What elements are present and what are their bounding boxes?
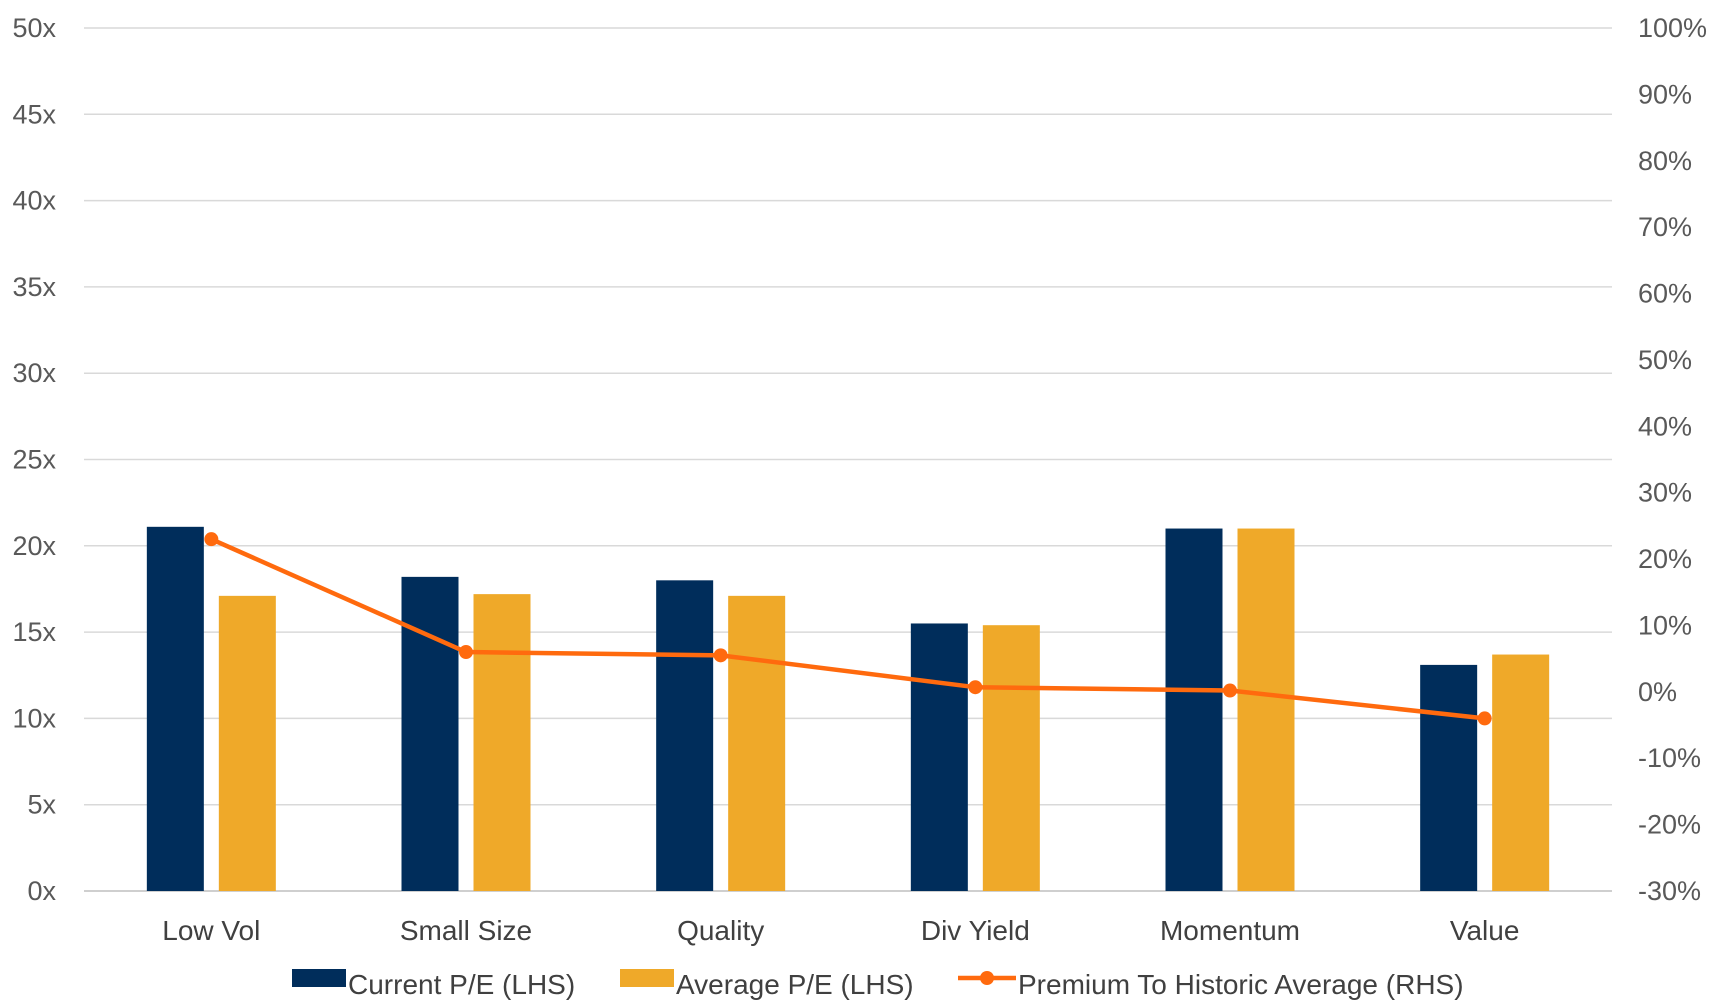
premium-line-point (459, 645, 473, 660)
category-label: Div Yield (921, 915, 1030, 946)
right-tick-label: -10% (1638, 743, 1701, 773)
bars (146, 526, 1550, 891)
average-pe-bar (1237, 528, 1295, 891)
average-pe-bar (473, 594, 531, 891)
current-pe-bar (1165, 528, 1223, 891)
right-tick-label: 20% (1638, 544, 1692, 574)
category-label: Small Size (400, 915, 532, 946)
legend-average-pe-label: Average P/E (LHS) (676, 969, 914, 1000)
right-tick-label: 50% (1638, 345, 1692, 375)
average-pe-bar (728, 595, 786, 891)
right-tick-label: 40% (1638, 411, 1692, 441)
left-tick-label: 0x (27, 876, 56, 906)
left-tick-label: 30x (12, 358, 56, 388)
premium-line (204, 532, 1492, 726)
premium-line-path (210, 537, 1485, 721)
average-pe-bar (218, 595, 276, 891)
category-label: Momentum (1160, 915, 1300, 946)
left-tick-label: 25x (12, 445, 56, 475)
legend-current-pe-label: Current P/E (LHS) (348, 969, 575, 1000)
legend-premium-label: Premium To Historic Average (RHS) (1018, 969, 1464, 1000)
left-tick-label: 40x (12, 186, 56, 216)
legend: Current P/E (LHS) Average P/E (LHS) Premiu… (292, 969, 1464, 1000)
right-tick-label: -30% (1638, 876, 1701, 906)
premium-line-point (1477, 711, 1492, 726)
current-pe-bar (910, 623, 968, 891)
left-tick-label: 45x (12, 99, 56, 129)
left-axis: 0x 5x 10x 15x 20x 25x 30x 35x 40x 45x 50x (12, 13, 56, 906)
legend-premium-item: Premium To Historic Average (RHS) (958, 969, 1464, 1000)
right-tick-label: 80% (1638, 146, 1692, 176)
premium-line-point (204, 532, 219, 547)
right-tick-label: 30% (1638, 478, 1692, 508)
average-pe-bar (982, 625, 1040, 891)
gridlines (84, 27, 1612, 892)
current-pe-bar (401, 576, 459, 891)
left-tick-label: 15x (12, 617, 56, 647)
legend-current-pe-item: Current P/E (LHS) (292, 969, 575, 1000)
x-axis: Low Vol Small Size Quality Div Yield Momentu… (162, 915, 1519, 946)
legend-average-pe-item: Average P/E (LHS) (620, 969, 914, 1000)
right-tick-label: -20% (1638, 810, 1701, 840)
current-pe-bar (1420, 664, 1478, 891)
right-tick-label: 100% (1638, 13, 1707, 43)
current-pe-bar (146, 526, 204, 891)
right-axis: -30% -20% -10% 0% 10% 20% 30% 40% 50% 60% 70% 80% 90… (1638, 13, 1707, 906)
legend-average-pe-swatch (620, 969, 674, 987)
left-tick-label: 10x (12, 703, 56, 733)
current-pe-bar (656, 580, 714, 891)
category-label: Quality (677, 915, 764, 946)
right-tick-label: 60% (1638, 279, 1692, 309)
premium-line-point (968, 680, 983, 695)
right-tick-label: 10% (1638, 610, 1692, 640)
category-label: Value (1450, 915, 1520, 946)
premium-line-point (1223, 683, 1237, 698)
category-label: Low Vol (162, 915, 260, 946)
left-tick-label: 35x (12, 272, 56, 302)
right-tick-label: 0% (1638, 677, 1677, 707)
left-tick-label: 5x (27, 790, 56, 820)
legend-premium-swatch-marker (980, 971, 994, 985)
premium-line-point (713, 648, 728, 663)
right-tick-label: 70% (1638, 212, 1692, 242)
left-tick-label: 20x (12, 531, 56, 561)
average-pe-bar (1492, 654, 1550, 891)
legend-current-pe-swatch (292, 969, 346, 987)
right-tick-label: 90% (1638, 79, 1692, 109)
left-tick-label: 50x (12, 13, 56, 43)
